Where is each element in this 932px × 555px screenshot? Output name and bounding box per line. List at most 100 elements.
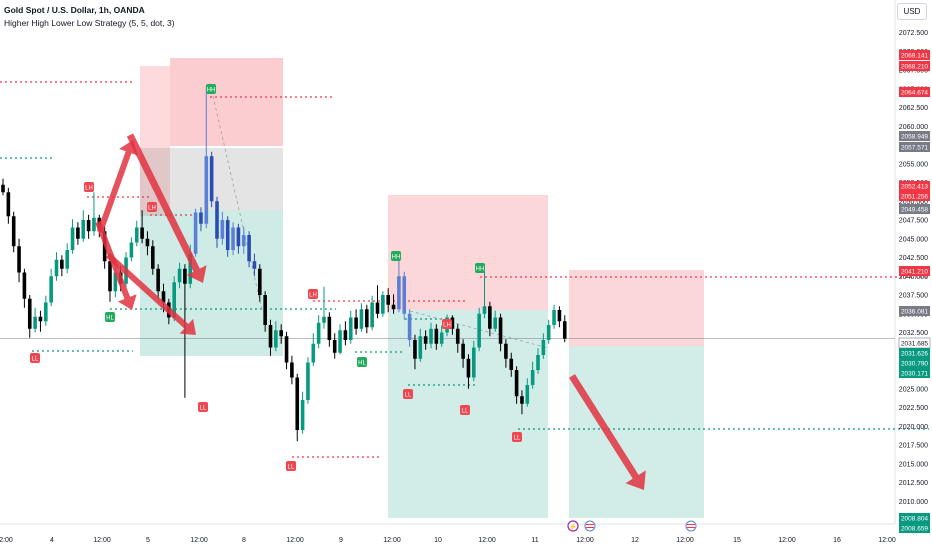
candle bbox=[156, 268, 160, 292]
time-tick: 12 bbox=[631, 537, 639, 544]
time-tick: 12:00 bbox=[286, 537, 304, 544]
candle bbox=[38, 316, 43, 322]
price-tick: 2017.500 bbox=[899, 443, 928, 450]
time-tick: 11 bbox=[531, 537, 538, 544]
price-tick: 2025.000 bbox=[899, 386, 928, 393]
price-label-text: 2058.949 bbox=[901, 134, 928, 141]
lightning-event-icon[interactable] bbox=[567, 520, 579, 532]
candle bbox=[562, 321, 567, 339]
price-label-text: 2049.458 bbox=[901, 207, 928, 214]
candle bbox=[33, 316, 37, 329]
candle bbox=[86, 220, 91, 232]
pivot-label-text: HL bbox=[106, 316, 114, 322]
price-label-box bbox=[899, 191, 930, 201]
pivot-label-text: HH bbox=[207, 88, 216, 94]
pivot-label-text: LL bbox=[32, 357, 39, 363]
candle bbox=[381, 295, 385, 314]
price-tick: 2050.000 bbox=[899, 199, 928, 206]
pivot-label-box bbox=[30, 353, 40, 363]
position-zone bbox=[388, 195, 548, 310]
candle bbox=[54, 259, 59, 277]
price-label-text: 2051.256 bbox=[901, 194, 928, 201]
candle bbox=[263, 295, 267, 325]
candle bbox=[220, 220, 225, 239]
price-label-box bbox=[899, 61, 930, 71]
price-label-text: 2068.210 bbox=[901, 64, 928, 71]
candle bbox=[70, 227, 75, 250]
price-tick: 2045.000 bbox=[899, 236, 928, 243]
time-tick: 8 bbox=[242, 537, 246, 544]
candle bbox=[530, 370, 535, 385]
time-tick: 5 bbox=[146, 537, 150, 544]
candle bbox=[193, 212, 198, 254]
price-label-text: 2008.804 bbox=[901, 516, 928, 523]
pivot-label-box bbox=[308, 289, 318, 299]
price-tick: 2062.500 bbox=[899, 105, 928, 112]
position-zone bbox=[569, 270, 704, 346]
price-tick: 2060.000 bbox=[899, 124, 928, 131]
price-tick: 2072.500 bbox=[899, 30, 928, 37]
price-label-box bbox=[899, 368, 930, 378]
candle bbox=[488, 306, 492, 329]
trend-arrow bbox=[105, 252, 196, 335]
candle bbox=[17, 246, 21, 273]
price-tick: 2015.000 bbox=[899, 461, 928, 468]
pivot-label-box bbox=[206, 84, 216, 94]
candle bbox=[370, 302, 374, 328]
price-label-text: 2057.571 bbox=[901, 145, 928, 152]
pivot-label-box bbox=[391, 251, 401, 261]
candle bbox=[493, 317, 497, 329]
price-tick: 2037.500 bbox=[899, 293, 928, 300]
candle bbox=[279, 330, 283, 337]
candle bbox=[161, 291, 166, 303]
lightning-event-glyph: ⚡ bbox=[569, 522, 578, 531]
trend-arrow bbox=[97, 140, 139, 234]
candle bbox=[557, 310, 562, 322]
symbol-title: Gold Spot / U.S. Dollar, 1h, OANDA bbox=[4, 5, 145, 15]
time-tick: 4 bbox=[50, 537, 54, 544]
candle bbox=[268, 325, 273, 348]
candle bbox=[151, 246, 155, 269]
currency-button[interactable]: USD bbox=[897, 3, 927, 20]
candle bbox=[129, 242, 134, 258]
candle bbox=[140, 227, 144, 239]
pivot-label-text: LL bbox=[288, 465, 295, 471]
price-tick: 2042.500 bbox=[899, 255, 928, 262]
position-zone bbox=[569, 346, 704, 518]
price-label-box bbox=[899, 358, 930, 368]
pivot-label-text: LH bbox=[309, 293, 317, 299]
pivot-label-box bbox=[84, 182, 94, 192]
candle bbox=[236, 227, 241, 247]
candle bbox=[311, 343, 316, 363]
pivot-label-box bbox=[475, 263, 485, 273]
position-zone bbox=[170, 58, 283, 146]
price-label-text: 2064.674 bbox=[901, 90, 928, 97]
pivot-label-box bbox=[198, 402, 208, 412]
candle bbox=[49, 276, 53, 303]
candle bbox=[429, 328, 433, 344]
candle bbox=[504, 343, 508, 359]
us-flag-icon[interactable] bbox=[685, 520, 697, 532]
price-label-box bbox=[899, 523, 930, 533]
time-tick: 12:00 bbox=[576, 537, 594, 544]
pivot-label-text: LL bbox=[405, 393, 412, 399]
candle bbox=[177, 268, 182, 283]
us-flag-icon[interactable] bbox=[584, 520, 596, 532]
candle bbox=[65, 250, 69, 269]
candle bbox=[231, 227, 235, 250]
candle bbox=[348, 317, 353, 340]
candle bbox=[423, 336, 428, 344]
candle bbox=[306, 362, 310, 400]
candle bbox=[536, 355, 540, 370]
candle bbox=[322, 316, 326, 323]
pivot-label-text: LL bbox=[462, 409, 469, 415]
price-label-box bbox=[899, 131, 930, 141]
price-label-text: 2069.141 bbox=[901, 53, 928, 60]
price-label-text: 2030.790 bbox=[901, 361, 928, 368]
candle bbox=[76, 227, 80, 239]
candle bbox=[108, 261, 112, 292]
candle bbox=[22, 272, 27, 299]
candle bbox=[418, 336, 423, 359]
